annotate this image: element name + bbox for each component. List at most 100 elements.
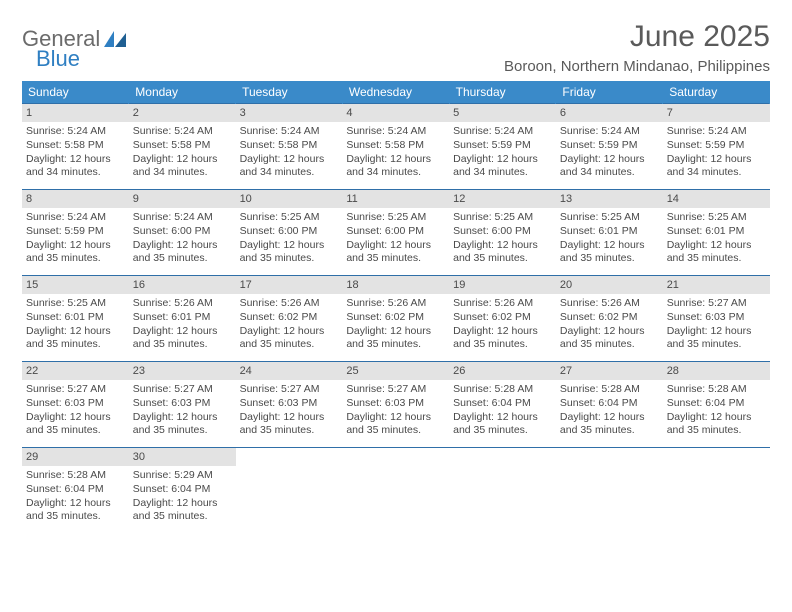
sunrise-line: Sunrise: 5:25 AM	[453, 211, 552, 225]
sunset-line: Sunset: 5:58 PM	[346, 139, 445, 153]
sunset-line: Sunset: 5:58 PM	[133, 139, 232, 153]
sunrise-line: Sunrise: 5:27 AM	[346, 383, 445, 397]
sunrise-line: Sunrise: 5:27 AM	[240, 383, 339, 397]
calendar-day-cell: 26 Sunrise: 5:28 AMSunset: 6:04 PMDayligh…	[449, 362, 556, 448]
calendar-table: Sunday Monday Tuesday Wednesday Thursday…	[22, 81, 770, 534]
sunrise-line: Sunrise: 5:24 AM	[26, 211, 125, 225]
calendar-day-cell: 25Sunrise: 5:27 AMSunset: 6:03 PMDayligh…	[342, 362, 449, 448]
sunset-line: Sunset: 6:00 PM	[133, 225, 232, 239]
sunrise-line: Sunrise: 5:28 AM	[26, 469, 125, 483]
daylight-line: and 35 minutes.	[240, 424, 339, 438]
daylight-line: and 35 minutes.	[346, 338, 445, 352]
sunrise-line: Sunrise: 5:25 AM	[560, 211, 659, 225]
day-number: 4	[342, 104, 449, 122]
sunset-line: Sunset: 6:03 PM	[240, 397, 339, 411]
sunrise-line: Sunrise: 5:27 AM	[667, 297, 766, 311]
sunrise-line: Sunrise: 5:24 AM	[26, 125, 125, 139]
calendar-day-cell: 6Sunrise: 5:24 AMSunset: 5:59 PMDaylight…	[556, 104, 663, 190]
calendar-day-cell: 10Sunrise: 5:25 AMSunset: 6:00 PMDayligh…	[236, 190, 343, 276]
daylight-line: and 34 minutes.	[453, 166, 552, 180]
daylight-line: Daylight: 12 hours	[453, 411, 552, 425]
page-header: General Blue June 2025 Boroon, Northern …	[22, 20, 770, 75]
sunrise-line: Sunrise: 5:25 AM	[240, 211, 339, 225]
daylight-line: Daylight: 12 hours	[133, 411, 232, 425]
daylight-line: and 35 minutes.	[560, 424, 659, 438]
calendar-day-cell: 9Sunrise: 5:24 AMSunset: 6:00 PMDaylight…	[129, 190, 236, 276]
daylight-line: Daylight: 12 hours	[133, 153, 232, 167]
daylight-line: Daylight: 12 hours	[26, 239, 125, 253]
daylight-line: Daylight: 12 hours	[346, 153, 445, 167]
day-number: 2	[129, 104, 236, 122]
daylight-line: Daylight: 12 hours	[667, 411, 766, 425]
calendar-day-cell: 27Sunrise: 5:28 AMSunset: 6:04 PMDayligh…	[556, 362, 663, 448]
calendar-day-cell: 11Sunrise: 5:25 AMSunset: 6:00 PMDayligh…	[342, 190, 449, 276]
daylight-line: and 35 minutes.	[453, 424, 552, 438]
day-number: 9	[129, 190, 236, 208]
daylight-line: Daylight: 12 hours	[26, 153, 125, 167]
calendar-week-row: 1Sunrise: 5:24 AMSunset: 5:58 PMDaylight…	[22, 104, 770, 190]
sunset-line: Sunset: 6:04 PM	[560, 397, 659, 411]
daylight-line: and 35 minutes.	[560, 252, 659, 266]
sunrise-line: Sunrise: 5:25 AM	[26, 297, 125, 311]
day-number: 26	[449, 362, 556, 380]
daylight-line: and 35 minutes.	[453, 252, 552, 266]
sunset-line: Sunset: 6:04 PM	[453, 397, 552, 411]
day-number: 13	[556, 190, 663, 208]
day-number: 8	[22, 190, 129, 208]
sunrise-line: Sunrise: 5:26 AM	[133, 297, 232, 311]
daylight-line: and 34 minutes.	[26, 166, 125, 180]
sunrise-line: Sunrise: 5:24 AM	[240, 125, 339, 139]
sunset-line: Sunset: 5:58 PM	[26, 139, 125, 153]
sunset-line: Sunset: 6:04 PM	[667, 397, 766, 411]
sunrise-line: Sunrise: 5:28 AM	[453, 383, 552, 397]
day-number: 12	[449, 190, 556, 208]
daylight-line: Daylight: 12 hours	[26, 497, 125, 511]
sunset-line: Sunset: 6:03 PM	[26, 397, 125, 411]
calendar-day-cell: 7Sunrise: 5:24 AMSunset: 5:59 PMDaylight…	[663, 104, 770, 190]
daylight-line: Daylight: 12 hours	[133, 497, 232, 511]
daylight-line: and 34 minutes.	[346, 166, 445, 180]
day-number: 15	[22, 276, 129, 294]
daylight-line: and 35 minutes.	[453, 338, 552, 352]
day-number: 22	[22, 362, 129, 380]
daylight-line: Daylight: 12 hours	[346, 239, 445, 253]
day-number: 11	[342, 190, 449, 208]
day-number: 10	[236, 190, 343, 208]
daylight-line: and 35 minutes.	[346, 252, 445, 266]
sunrise-line: Sunrise: 5:28 AM	[560, 383, 659, 397]
calendar-day-cell: 29Sunrise: 5:28 AMSunset: 6:04 PMDayligh…	[22, 448, 129, 534]
calendar-day-cell: 14Sunrise: 5:25 AMSunset: 6:01 PMDayligh…	[663, 190, 770, 276]
daylight-line: and 34 minutes.	[240, 166, 339, 180]
sunset-line: Sunset: 6:01 PM	[133, 311, 232, 325]
calendar-day-cell	[449, 448, 556, 534]
daylight-line: and 35 minutes.	[240, 338, 339, 352]
calendar-day-cell: 24Sunrise: 5:27 AMSunset: 6:03 PMDayligh…	[236, 362, 343, 448]
sunset-line: Sunset: 6:04 PM	[26, 483, 125, 497]
calendar-day-cell	[342, 448, 449, 534]
day-number: 1	[22, 104, 129, 122]
day-header: Sunday	[22, 81, 129, 104]
day-number: 20	[556, 276, 663, 294]
day-number: 28	[663, 362, 770, 380]
day-number: 16	[129, 276, 236, 294]
day-number: 19	[449, 276, 556, 294]
daylight-line: and 35 minutes.	[346, 424, 445, 438]
calendar-day-cell: 17Sunrise: 5:26 AMSunset: 6:02 PMDayligh…	[236, 276, 343, 362]
sunset-line: Sunset: 6:02 PM	[346, 311, 445, 325]
sunrise-line: Sunrise: 5:29 AM	[133, 469, 232, 483]
sunrise-line: Sunrise: 5:24 AM	[133, 211, 232, 225]
sunset-line: Sunset: 6:03 PM	[133, 397, 232, 411]
sunrise-line: Sunrise: 5:26 AM	[346, 297, 445, 311]
calendar-day-cell: 12Sunrise: 5:25 AMSunset: 6:00 PMDayligh…	[449, 190, 556, 276]
sunrise-line: Sunrise: 5:26 AM	[453, 297, 552, 311]
day-number: 24	[236, 362, 343, 380]
calendar-week-row: 22Sunrise: 5:27 AMSunset: 6:03 PMDayligh…	[22, 362, 770, 448]
day-header-row: Sunday Monday Tuesday Wednesday Thursday…	[22, 81, 770, 104]
sunset-line: Sunset: 5:59 PM	[560, 139, 659, 153]
day-number: 14	[663, 190, 770, 208]
daylight-line: and 35 minutes.	[26, 424, 125, 438]
brand-word-2: Blue	[36, 46, 80, 72]
calendar-page: General Blue June 2025 Boroon, Northern …	[0, 0, 792, 544]
daylight-line: and 35 minutes.	[240, 252, 339, 266]
day-header: Monday	[129, 81, 236, 104]
